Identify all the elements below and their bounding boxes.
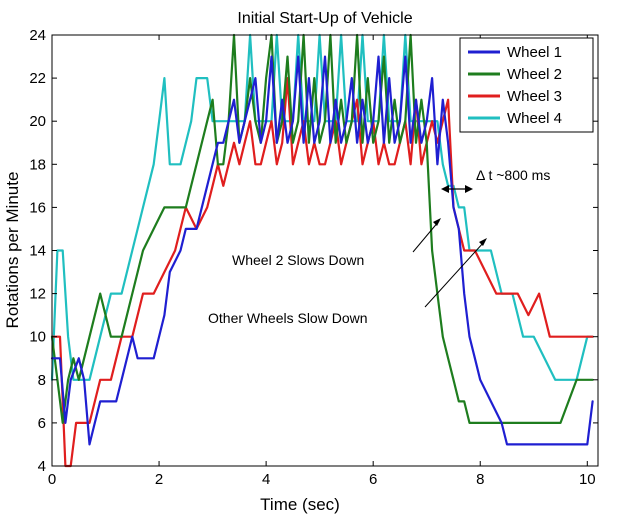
x-tick-label: 10	[579, 471, 596, 488]
other-wheels-label: Other Wheels Slow Down	[208, 310, 368, 326]
y-tick-label: 16	[29, 199, 46, 216]
wheel2-label: Wheel 2 Slows Down	[232, 252, 364, 268]
legend-label: Wheel 4	[507, 110, 562, 127]
legend: Wheel 1 Wheel 2 Wheel 3 Wheel 4	[459, 37, 594, 133]
legend-label: Wheel 1	[507, 44, 562, 61]
chart-title: Initial Start-Up of Vehicle	[237, 10, 412, 27]
other-wheels-arrowhead	[479, 238, 487, 246]
y-tick-label: 6	[38, 415, 46, 432]
delta-t-label: Δ t ~800 ms	[476, 167, 550, 183]
plot-frame	[51, 34, 599, 467]
x-tick-label: 0	[48, 471, 56, 488]
wheel2-arrow	[412, 220, 440, 253]
y-axis-label: Rotations per Minute	[3, 172, 22, 329]
y-tick-label: 12	[29, 286, 46, 303]
y-tick-label: 4	[38, 458, 46, 475]
legend-box	[459, 37, 594, 133]
other-wheels-arrow	[424, 241, 485, 308]
y-tick-label: 22	[29, 70, 46, 87]
delta-t-arrowhead-left	[441, 185, 449, 193]
y-tick-label: 24	[29, 27, 46, 44]
series-line-wheel-2	[50, 33, 594, 424]
series-layer	[50, 33, 594, 468]
series-line-wheel-1	[50, 55, 594, 446]
x-tick-label: 2	[155, 471, 163, 488]
delta-t-arrowhead-right	[465, 185, 473, 193]
y-tick-label: 18	[29, 156, 46, 173]
wheel2-arrowhead	[433, 218, 441, 226]
legend-items: Wheel 1 Wheel 2 Wheel 3 Wheel 4	[468, 44, 562, 127]
legend-label: Wheel 2	[507, 66, 562, 83]
x-tick-label: 6	[369, 471, 377, 488]
y-tick-label: 8	[38, 372, 46, 389]
x-tick-label: 4	[262, 471, 270, 488]
y-tick-label: 20	[29, 113, 46, 130]
x-axis-label: Time (sec)	[260, 495, 340, 514]
x-tick-label: 8	[476, 471, 484, 488]
legend-label: Wheel 3	[507, 88, 562, 105]
y-tick-label: 10	[29, 329, 46, 346]
y-tick-label: 14	[29, 243, 46, 260]
annotations: Δ t ~800 ms Wheel 2 Slows Down Other Whe…	[208, 167, 550, 326]
